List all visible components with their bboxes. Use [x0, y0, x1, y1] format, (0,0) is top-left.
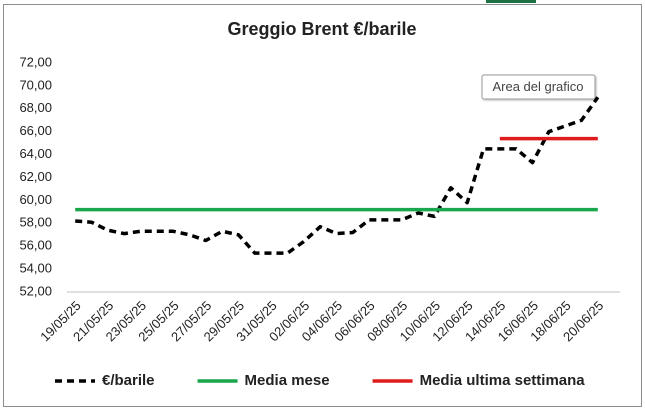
tooltip-text: Area del grafico: [492, 79, 583, 94]
legend: €/barile Media mese Media ultima settimana: [55, 372, 585, 389]
chart-border: [3, 4, 642, 407]
legend-label: Media ultima settimana: [420, 372, 586, 389]
y-tick-label: 68,00: [19, 100, 52, 115]
legend-label: Media mese: [245, 372, 330, 389]
y-tick-label: 72,00: [19, 54, 52, 69]
series-line: [75, 96, 600, 255]
y-tick-label: 52,00: [19, 283, 52, 298]
sheet-selection: [486, 0, 536, 3]
y-tick-label: 66,00: [19, 123, 52, 138]
y-tick-label: 62,00: [19, 169, 52, 184]
y-tick-label: 64,00: [19, 146, 52, 161]
chart-title: Greggio Brent €/barile: [227, 19, 416, 39]
y-tick-label: 58,00: [19, 215, 52, 230]
legend-label: €/barile: [102, 372, 155, 389]
tooltip-box: [481, 74, 596, 100]
y-tick-label: 54,00: [19, 261, 52, 276]
y-tick-label: 70,00: [19, 77, 52, 92]
y-tick-label: 60,00: [19, 192, 52, 207]
tooltip: Area del grafico: [481, 74, 596, 100]
y-tick-label: 56,00: [19, 238, 52, 253]
